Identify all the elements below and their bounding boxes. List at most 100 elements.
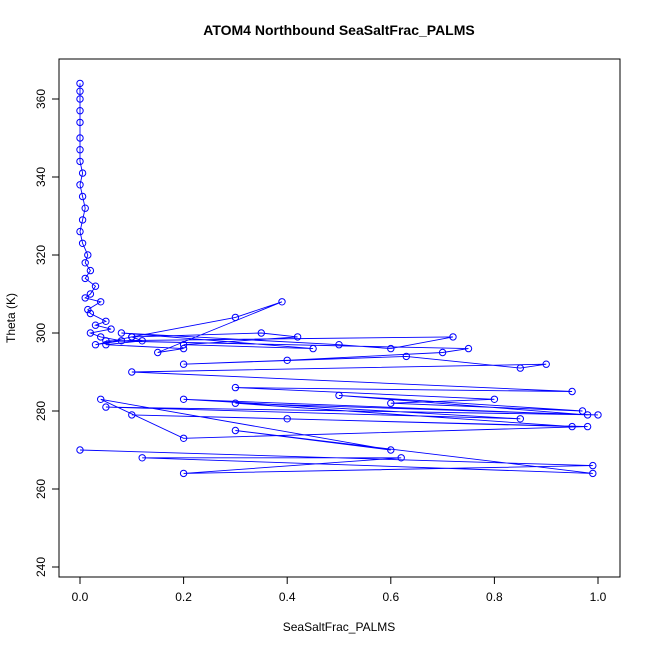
x-tick-label: 1.0 bbox=[590, 590, 607, 604]
data-point bbox=[257, 329, 265, 337]
data-point bbox=[76, 181, 84, 189]
data-point bbox=[138, 337, 146, 345]
data-point bbox=[387, 344, 395, 353]
data-point bbox=[138, 454, 146, 462]
data-point bbox=[283, 356, 291, 364]
data-point bbox=[387, 399, 395, 407]
data-point bbox=[84, 251, 92, 259]
data-point bbox=[107, 325, 115, 333]
data-point bbox=[76, 157, 84, 166]
data-point bbox=[128, 411, 136, 419]
chart-title: ATOM4 Northbound SeaSaltFrac_PALMS bbox=[203, 22, 474, 38]
data-point bbox=[81, 204, 89, 212]
data-point bbox=[78, 239, 87, 248]
y-axis-label: Theta (K) bbox=[4, 293, 18, 343]
data-point bbox=[76, 227, 84, 236]
data-point bbox=[76, 95, 84, 103]
data-point bbox=[117, 329, 126, 337]
x-tick-label: 0.4 bbox=[279, 590, 296, 604]
data-point bbox=[449, 333, 457, 341]
data-point bbox=[91, 282, 100, 290]
data-point bbox=[81, 294, 89, 302]
data-point bbox=[86, 329, 95, 337]
data-point bbox=[102, 403, 110, 411]
data-point bbox=[583, 422, 592, 431]
data-point bbox=[91, 341, 100, 349]
y-tick-label: 340 bbox=[34, 167, 48, 187]
data-point bbox=[86, 309, 95, 318]
data-point bbox=[78, 169, 87, 177]
data-point bbox=[231, 313, 240, 322]
data-point bbox=[76, 107, 84, 115]
y-axis: 240 260 280 300 320 340 360 bbox=[34, 89, 60, 577]
data-point bbox=[76, 79, 84, 88]
plot-frame bbox=[58, 58, 621, 578]
data-point bbox=[97, 395, 105, 403]
x-tick-label: 0.6 bbox=[382, 590, 399, 604]
data-point bbox=[179, 469, 188, 478]
data-point bbox=[589, 461, 597, 470]
data-point bbox=[490, 395, 499, 403]
y-tick-label: 300 bbox=[34, 323, 48, 343]
data-point bbox=[179, 434, 188, 442]
data-point bbox=[578, 407, 587, 415]
data-point bbox=[78, 192, 87, 201]
data-point bbox=[76, 134, 84, 142]
data-point bbox=[179, 395, 188, 403]
data-point bbox=[231, 383, 240, 392]
y-tick-label: 240 bbox=[34, 557, 48, 577]
data-point bbox=[278, 298, 286, 306]
data-point bbox=[583, 411, 592, 419]
data-point bbox=[179, 341, 188, 349]
data-point bbox=[128, 368, 136, 376]
data-point bbox=[402, 352, 410, 361]
data-point bbox=[438, 348, 447, 357]
x-axis-label: SeaSaltFrac_PALMS bbox=[283, 620, 396, 634]
data-point bbox=[76, 118, 84, 127]
data-point bbox=[102, 317, 110, 325]
data-point bbox=[91, 321, 100, 329]
data-point bbox=[231, 399, 240, 407]
data-point bbox=[154, 348, 162, 357]
data-point bbox=[81, 259, 89, 267]
data-point bbox=[76, 146, 84, 154]
data-point bbox=[293, 333, 302, 341]
data-point bbox=[568, 422, 576, 431]
data-point bbox=[516, 364, 524, 372]
data-point bbox=[179, 360, 188, 368]
y-tick-label: 360 bbox=[34, 89, 48, 109]
x-tick-label: 0.2 bbox=[175, 590, 192, 604]
y-tick-label: 320 bbox=[34, 245, 48, 265]
data-point bbox=[102, 337, 110, 345]
data-point bbox=[76, 87, 84, 95]
data-point bbox=[76, 446, 84, 454]
data-point bbox=[589, 469, 597, 478]
data-point bbox=[542, 360, 550, 368]
data-point bbox=[102, 341, 110, 349]
data-point bbox=[309, 344, 317, 353]
data-point bbox=[594, 411, 602, 419]
data-point bbox=[387, 446, 395, 454]
data-point bbox=[464, 344, 473, 353]
data-point bbox=[516, 415, 524, 423]
data-point bbox=[179, 344, 188, 353]
y-tick-label: 260 bbox=[34, 479, 48, 499]
y-tick-label: 280 bbox=[34, 401, 48, 421]
data-point bbox=[397, 454, 405, 462]
data-point bbox=[231, 426, 240, 435]
data-point bbox=[283, 415, 291, 423]
data-point bbox=[128, 333, 136, 341]
data-point bbox=[568, 387, 576, 396]
data-point bbox=[78, 216, 87, 224]
data-point bbox=[97, 298, 105, 306]
x-tick-label: 0.8 bbox=[486, 590, 503, 604]
data-point bbox=[335, 391, 343, 400]
data-point bbox=[97, 333, 105, 341]
data-point bbox=[335, 341, 343, 349]
data-point bbox=[84, 305, 92, 314]
x-tick-label: 0.0 bbox=[72, 590, 89, 604]
data-point bbox=[117, 337, 126, 345]
data-point bbox=[86, 266, 95, 275]
series-layer bbox=[76, 79, 602, 478]
